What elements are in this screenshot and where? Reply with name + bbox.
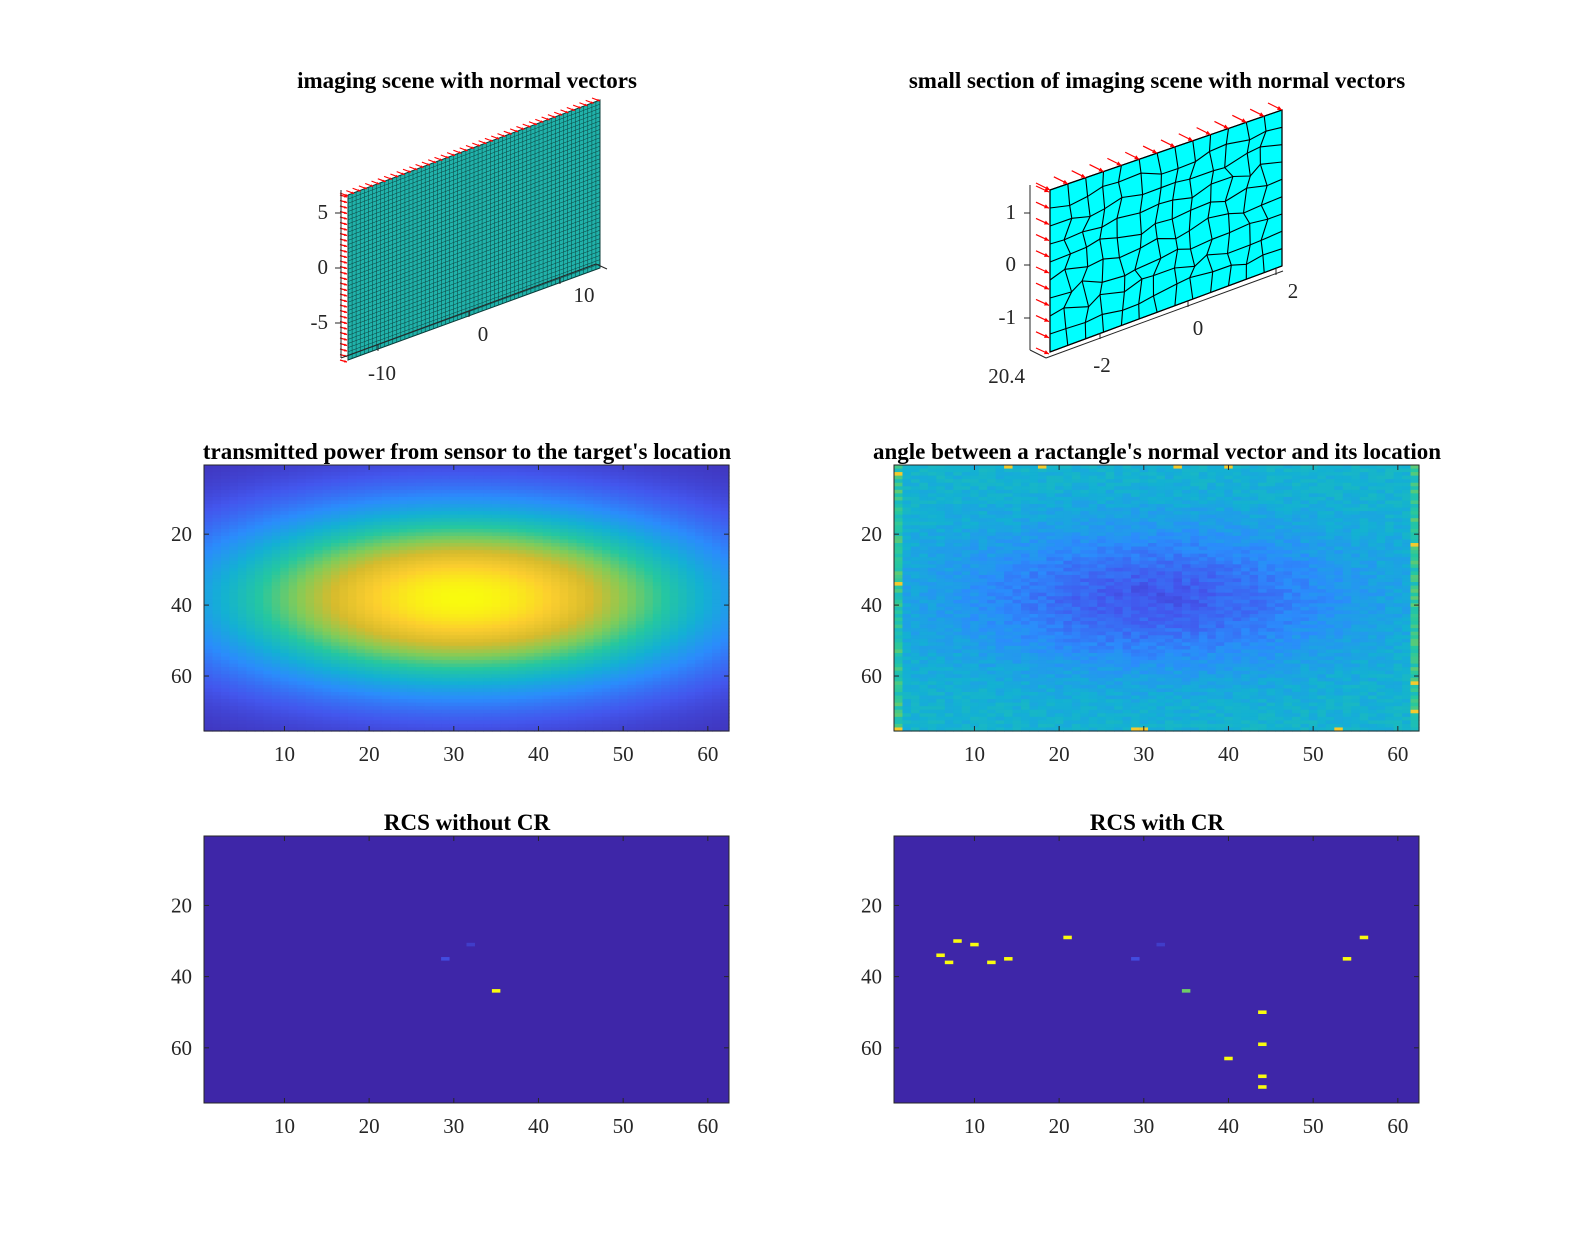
y-tick-label: 40 [861, 965, 882, 989]
data-point [936, 953, 945, 958]
x-tick-label: 60 [697, 742, 718, 766]
z-tick-label: -5 [311, 310, 329, 334]
chart-title: transmitted power from sensor to the tar… [203, 439, 731, 464]
panel-rcs-without-cr: RCS without CR 10 20 30 40 50 60 20 40 60 [171, 810, 730, 1138]
x-tick-label: 40 [528, 742, 549, 766]
data-point [1359, 935, 1369, 940]
data-point [1181, 989, 1191, 993]
x-tick-label: 40 [1218, 742, 1239, 766]
data-point [1224, 1056, 1233, 1061]
chart-title: imaging scene with normal vectors [297, 68, 637, 93]
y-tick-label: 20 [171, 893, 192, 917]
axes-3d [1024, 185, 1284, 359]
x-tick-label: 10 [274, 742, 295, 766]
x-tick-label: 30 [1133, 742, 1154, 766]
x-tick-label: 40 [1218, 1114, 1239, 1138]
x-tick-label: 10 [574, 283, 595, 307]
panel-rcs-with-cr: RCS with CR 10 20 30 40 50 60 20 40 60 [861, 810, 1420, 1138]
panel-small-section: small section of imaging scene with norm… [909, 68, 1405, 388]
data-point [1258, 1074, 1267, 1079]
chart-title: RCS without CR [384, 810, 551, 835]
y-tick-label: 60 [861, 1036, 882, 1060]
data-point [466, 942, 475, 947]
x-tick-label: 30 [443, 1114, 464, 1138]
x-tick-label: 30 [1133, 1114, 1154, 1138]
x-tick-label: 30 [443, 742, 464, 766]
x-tick-label: 60 [697, 1114, 718, 1138]
panel-imaging-scene: imaging scene with normal vectors 5 0 -5… [297, 68, 637, 385]
data-point [1258, 1042, 1267, 1047]
x-tick-label: 50 [1303, 1114, 1324, 1138]
chart-title: small section of imaging scene with norm… [909, 68, 1405, 93]
x-tick-label: 20 [1049, 742, 1070, 766]
x-tick-label: 60 [1387, 1114, 1408, 1138]
panel-normal-angle: angle between a ractangle's normal vecto… [861, 439, 1441, 766]
y-tick-label: 60 [171, 1036, 192, 1060]
x-tick-label: 10 [964, 1114, 985, 1138]
x-tick-label: 0 [1193, 316, 1204, 340]
data-point [1063, 935, 1072, 940]
x-tick-label: -2 [1093, 353, 1111, 377]
heatmap-plot: 10 20 30 40 50 60 20 40 60 [171, 835, 730, 1138]
chart-title: angle between a ractangle's normal vecto… [873, 439, 1441, 464]
x-tick-label: 50 [1303, 742, 1324, 766]
x-tick-label: 0 [478, 322, 489, 346]
y-tick-label: 40 [861, 593, 882, 617]
y-tick-label: 20 [171, 522, 192, 546]
z-tick-label: -1 [999, 305, 1017, 329]
heatmap-plot: 10 20 30 40 50 60 20 40 60 [861, 464, 1420, 766]
data-point [491, 989, 501, 993]
surface-3d-large [339, 97, 601, 363]
x-tick-label: -10 [368, 361, 396, 385]
data-point [1342, 957, 1352, 961]
surface-3d-section [1035, 102, 1283, 355]
x-tick-label: 20 [359, 1114, 380, 1138]
y-tick-label: 40 [171, 965, 192, 989]
y-tick-label: 60 [861, 664, 882, 688]
y-tick-label: 20 [861, 522, 882, 546]
axes-3d [335, 190, 608, 359]
data-point [970, 942, 979, 947]
x-tick-label: 40 [528, 1114, 549, 1138]
data-point [441, 957, 450, 961]
x-tick-label: 20 [359, 742, 380, 766]
data-point [1258, 1010, 1267, 1014]
panel-transmitted-power: transmitted power from sensor to the tar… [171, 439, 731, 766]
data-point [1131, 957, 1140, 961]
x-tick-label: 60 [1387, 742, 1408, 766]
data-point [1004, 957, 1013, 961]
z-tick-label: 5 [318, 200, 329, 224]
y-tick-label: 60 [171, 664, 192, 688]
z-tick-label: 0 [318, 255, 329, 279]
x-tick-label: 50 [613, 742, 634, 766]
y-tick-label: 40 [171, 593, 192, 617]
x-tick-label: 20 [1049, 1114, 1070, 1138]
chart-title: RCS with CR [1090, 810, 1225, 835]
heatmap-plot: 10 20 30 40 50 60 20 40 60 [171, 464, 730, 766]
heatmap-plot: 10 20 30 40 50 60 20 40 60 [861, 835, 1420, 1138]
x-tick-label: 10 [274, 1114, 295, 1138]
data-point [1156, 942, 1165, 947]
data-point [1258, 1085, 1267, 1089]
data-point [953, 939, 962, 943]
z-tick-label: 0 [1006, 252, 1017, 276]
x-tick-label: 10 [964, 742, 985, 766]
x-tick-label: 50 [613, 1114, 634, 1138]
data-point [987, 960, 996, 965]
y-tick-label: 20.4 [988, 364, 1025, 388]
y-tick-label: 20 [861, 893, 882, 917]
x-tick-label: 2 [1288, 279, 1299, 303]
data-point [944, 960, 954, 965]
z-tick-label: 1 [1006, 200, 1017, 224]
